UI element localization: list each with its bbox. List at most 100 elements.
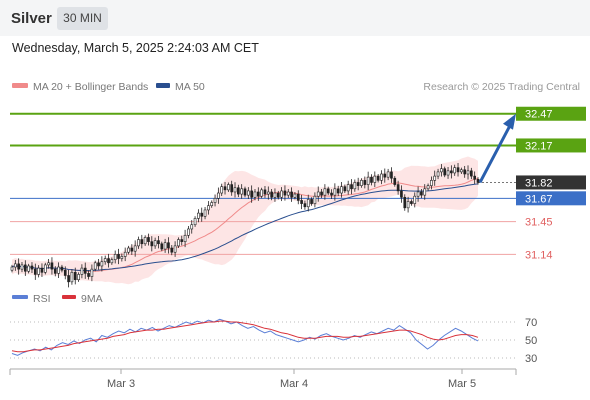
candle-body (376, 175, 380, 181)
candle-body (410, 201, 413, 204)
support-level-label: 31.45 (525, 217, 553, 229)
candle (270, 189, 273, 201)
candle-body (123, 251, 127, 257)
candle-body (250, 190, 253, 198)
candle-body (237, 187, 240, 195)
candle-body (256, 191, 260, 197)
x-axis-ticks: Mar 3 Mar 4 Mar 5 (107, 369, 476, 390)
x-tick-label: Mar 5 (448, 378, 476, 390)
candle-body (83, 267, 87, 274)
candle (147, 233, 150, 246)
x-tick-label: Mar 3 (107, 378, 135, 390)
candle-body (463, 169, 467, 175)
candle-body (233, 187, 237, 193)
candle (410, 199, 413, 206)
ma50-legend-label: MA 50 (175, 81, 205, 93)
candle (273, 188, 277, 202)
candle (27, 263, 30, 274)
candle (390, 167, 393, 183)
candle (386, 168, 390, 181)
candle-body (87, 273, 90, 277)
candle (350, 179, 353, 195)
candle (220, 183, 224, 196)
pivot-level-label: 31.67 (525, 193, 553, 205)
candle (253, 189, 257, 201)
candle-body (300, 200, 303, 204)
candle-body (57, 266, 60, 274)
candle (413, 192, 417, 208)
candle (406, 196, 410, 213)
candle-body (246, 190, 250, 196)
candle-body (63, 269, 67, 276)
candle (217, 187, 220, 204)
candle-body (120, 256, 124, 259)
ma20-line (11, 177, 479, 273)
candle-body (27, 265, 30, 272)
candle-body (320, 191, 323, 196)
candle (440, 164, 443, 177)
candle-body (213, 198, 217, 203)
candle (70, 269, 74, 285)
candle (450, 165, 453, 179)
candle (240, 184, 244, 199)
candle (207, 201, 210, 215)
candle-body (217, 192, 220, 199)
candle-body (473, 175, 477, 180)
pivot-level-tag (516, 191, 586, 206)
target-level-tag (516, 138, 586, 153)
candle (63, 266, 67, 280)
candle (83, 262, 87, 279)
candle-body (296, 193, 300, 201)
candle (373, 171, 377, 188)
candle (237, 184, 240, 198)
candle-body (406, 201, 410, 209)
candle-body (203, 209, 207, 217)
candle-body (167, 242, 170, 249)
candle-body (100, 261, 104, 267)
candle (433, 170, 437, 186)
candle-body (43, 264, 47, 273)
candle (110, 257, 114, 265)
candle-body (223, 186, 227, 191)
timeframe-button[interactable]: 30 MIN (57, 7, 108, 30)
candle (223, 182, 227, 195)
x-tick-label: Mar 4 (280, 378, 308, 390)
candle (93, 260, 97, 272)
candle (170, 245, 174, 256)
candle-body (243, 188, 247, 196)
candle (336, 185, 340, 196)
candle (323, 184, 327, 200)
candle-body (173, 245, 177, 253)
candle-body (380, 173, 383, 181)
rsi-legend-label: RSI (33, 293, 51, 305)
candle-body (17, 263, 20, 270)
candle (113, 250, 117, 264)
candle (30, 262, 34, 273)
candle-body (323, 188, 327, 196)
target-level-label: 32.17 (525, 140, 553, 152)
candle (356, 177, 360, 191)
rsi-tick-label: 30 (525, 353, 537, 365)
candle (430, 176, 433, 190)
candle (67, 269, 70, 288)
candle (37, 265, 40, 278)
candle-body (466, 170, 470, 175)
candle (366, 171, 370, 191)
candle-body (240, 188, 244, 195)
candle (200, 207, 204, 222)
candle-body (13, 263, 17, 268)
candle-body (190, 224, 194, 230)
candle (80, 264, 84, 279)
candle (260, 187, 263, 199)
candle-body (80, 267, 84, 275)
candle (446, 167, 450, 179)
candle-body (460, 169, 463, 173)
candle-body (360, 180, 363, 186)
candle-body (117, 254, 120, 259)
candle-body (40, 267, 44, 273)
candle-body (476, 178, 480, 183)
candle-body (163, 242, 167, 250)
candle (263, 186, 267, 198)
candle (160, 241, 164, 252)
candle-body (93, 262, 97, 270)
